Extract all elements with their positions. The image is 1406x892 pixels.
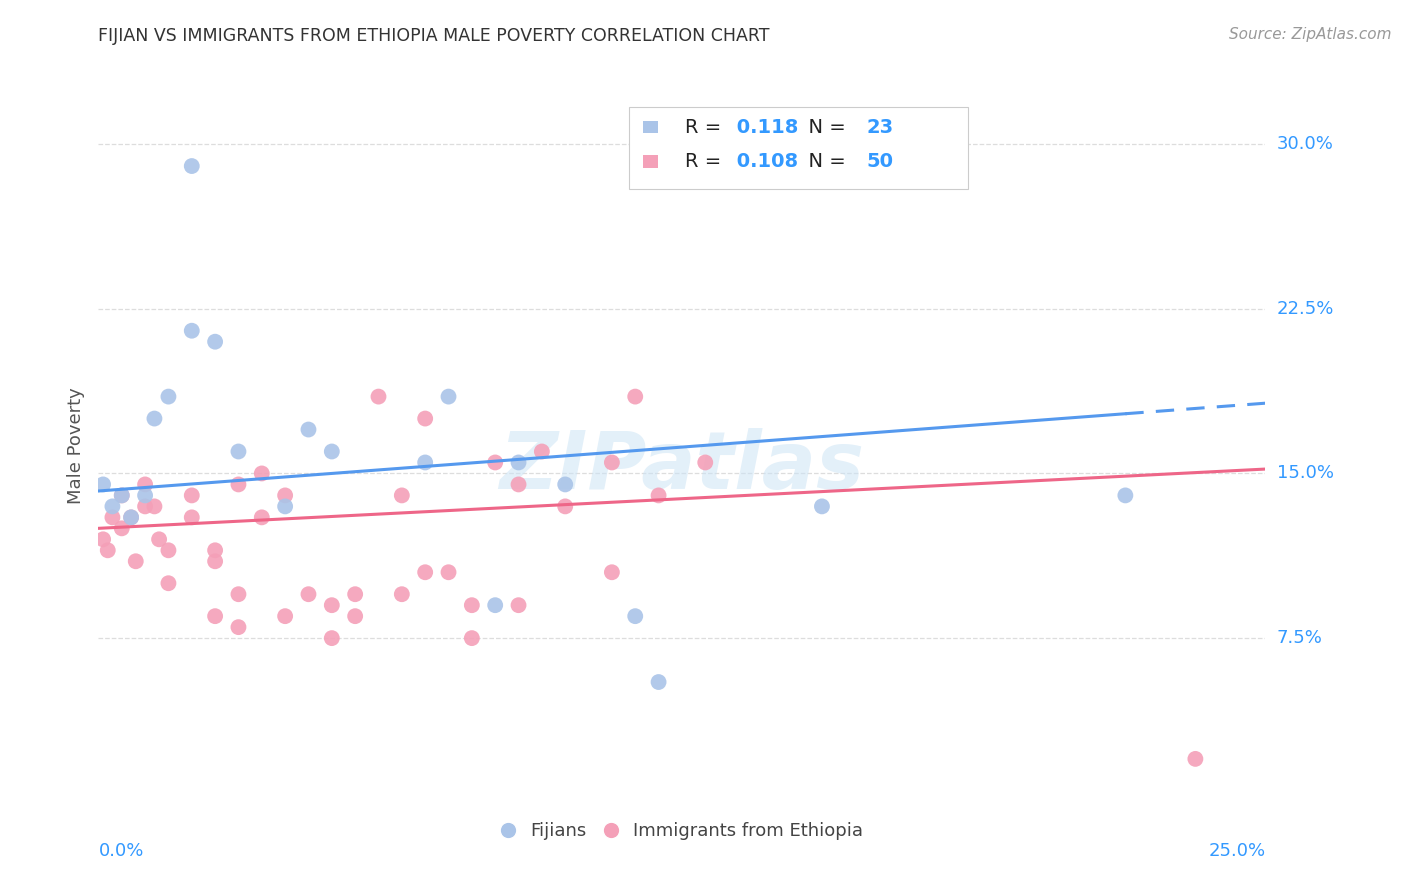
Text: 0.108: 0.108 — [730, 152, 797, 170]
Point — [274, 488, 297, 502]
Point — [624, 390, 647, 404]
Point — [367, 390, 389, 404]
Point — [204, 543, 226, 558]
Point — [321, 631, 343, 645]
Text: N =: N = — [796, 118, 852, 136]
Text: ZIPatlas: ZIPatlas — [499, 428, 865, 507]
Point — [508, 477, 530, 491]
Point — [111, 488, 134, 502]
Point — [647, 675, 669, 690]
Text: 30.0%: 30.0% — [1277, 135, 1333, 153]
Point — [228, 620, 250, 634]
Point — [811, 500, 834, 514]
Point — [297, 587, 319, 601]
Point — [484, 455, 506, 469]
Point — [624, 609, 647, 624]
Text: R =: R = — [685, 118, 728, 136]
Point — [554, 500, 576, 514]
Point — [437, 566, 460, 580]
Point — [120, 510, 142, 524]
Point — [600, 566, 623, 580]
Point — [1184, 752, 1206, 766]
Point — [180, 159, 202, 173]
Point — [111, 521, 134, 535]
Text: Source: ZipAtlas.com: Source: ZipAtlas.com — [1229, 27, 1392, 42]
Point — [461, 598, 484, 612]
Point — [228, 587, 250, 601]
Point — [274, 500, 297, 514]
Point — [228, 444, 250, 458]
Point — [554, 477, 576, 491]
Point — [157, 543, 180, 558]
Point — [250, 510, 273, 524]
Point — [204, 334, 226, 349]
Point — [157, 390, 180, 404]
Point — [91, 477, 114, 491]
Point — [180, 488, 202, 502]
Text: 7.5%: 7.5% — [1277, 629, 1323, 647]
Point — [508, 598, 530, 612]
Text: FIJIAN VS IMMIGRANTS FROM ETHIOPIA MALE POVERTY CORRELATION CHART: FIJIAN VS IMMIGRANTS FROM ETHIOPIA MALE … — [98, 27, 770, 45]
Point — [97, 543, 120, 558]
Point — [180, 510, 202, 524]
Point — [120, 510, 142, 524]
Legend: Fijians, Immigrants from Ethiopia: Fijians, Immigrants from Ethiopia — [494, 815, 870, 847]
Point — [695, 455, 717, 469]
Point — [134, 500, 156, 514]
Point — [461, 631, 484, 645]
Point — [508, 455, 530, 469]
Point — [647, 488, 669, 502]
Point — [91, 533, 114, 547]
Point — [530, 444, 553, 458]
Point — [134, 477, 156, 491]
FancyBboxPatch shape — [644, 120, 658, 134]
Point — [391, 587, 413, 601]
Text: 0.0%: 0.0% — [98, 842, 143, 860]
Point — [413, 566, 436, 580]
Text: 23: 23 — [866, 118, 893, 136]
Point — [344, 587, 367, 601]
Point — [125, 554, 148, 568]
Text: 22.5%: 22.5% — [1277, 300, 1334, 318]
Point — [1114, 488, 1136, 502]
Point — [228, 477, 250, 491]
Point — [101, 500, 124, 514]
Text: 25.0%: 25.0% — [1208, 842, 1265, 860]
Point — [391, 488, 413, 502]
FancyBboxPatch shape — [630, 107, 967, 189]
Point — [413, 411, 436, 425]
Point — [250, 467, 273, 481]
Point — [321, 444, 343, 458]
Point — [204, 554, 226, 568]
Point — [413, 455, 436, 469]
Text: 15.0%: 15.0% — [1277, 465, 1333, 483]
Point — [484, 598, 506, 612]
Text: N =: N = — [796, 152, 852, 170]
FancyBboxPatch shape — [644, 155, 658, 168]
Point — [297, 423, 319, 437]
Y-axis label: Male Poverty: Male Poverty — [66, 388, 84, 504]
Point — [157, 576, 180, 591]
Point — [134, 488, 156, 502]
Point — [204, 609, 226, 624]
Point — [437, 390, 460, 404]
Point — [180, 324, 202, 338]
Point — [143, 500, 166, 514]
Text: 0.118: 0.118 — [730, 118, 799, 136]
Text: 50: 50 — [866, 152, 893, 170]
Point — [928, 148, 950, 162]
Point — [101, 510, 124, 524]
Point — [321, 598, 343, 612]
Point — [148, 533, 170, 547]
Point — [143, 411, 166, 425]
Point — [600, 455, 623, 469]
Text: R =: R = — [685, 152, 728, 170]
Point — [274, 609, 297, 624]
Point — [111, 488, 134, 502]
Point — [344, 609, 367, 624]
